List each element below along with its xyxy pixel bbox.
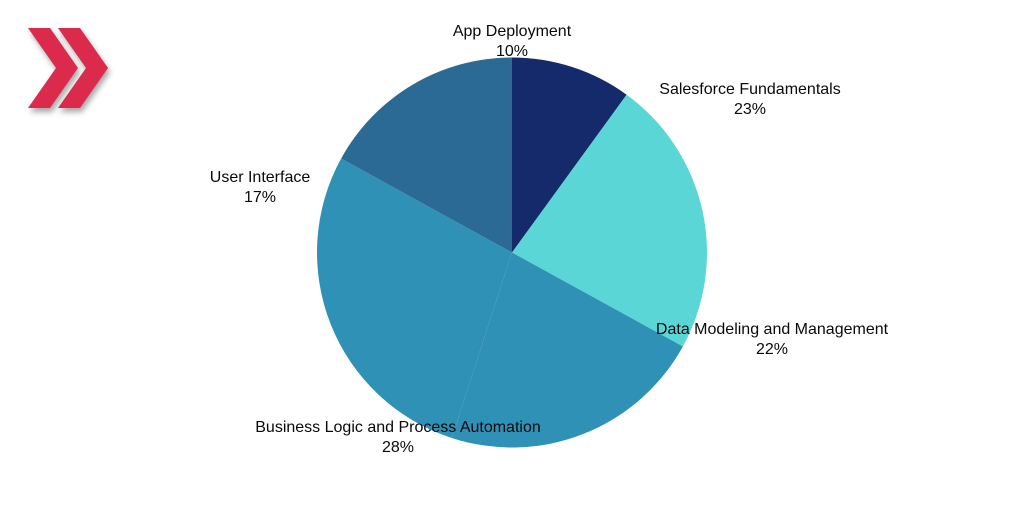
slice-label-app-deployment: App Deployment 10%: [453, 22, 571, 62]
chevron-right-icon: [28, 28, 118, 108]
slice-label-pct: 22%: [656, 340, 888, 360]
slice-label-text: User Interface: [210, 169, 310, 186]
slice-label-text: Data Modeling and Management: [656, 321, 888, 338]
slice-label-pct: 28%: [255, 438, 541, 458]
double-chevron-logo: [28, 28, 118, 113]
slice-label-text: App Deployment: [453, 23, 571, 40]
slice-label-business-logic: Business Logic and Process Automation 28…: [255, 418, 541, 458]
slice-label-user-interface: User Interface 17%: [210, 168, 310, 208]
slice-label-text: Salesforce Fundamentals: [659, 81, 840, 98]
slice-label-salesforce-fundamentals: Salesforce Fundamentals 23%: [659, 80, 840, 120]
slice-label-pct: 17%: [210, 188, 310, 208]
slice-label-data-modeling: Data Modeling and Management 22%: [656, 320, 888, 360]
slice-label-pct: 23%: [659, 100, 840, 120]
slice-label-pct: 10%: [453, 42, 571, 62]
slice-label-text: Business Logic and Process Automation: [255, 419, 541, 436]
